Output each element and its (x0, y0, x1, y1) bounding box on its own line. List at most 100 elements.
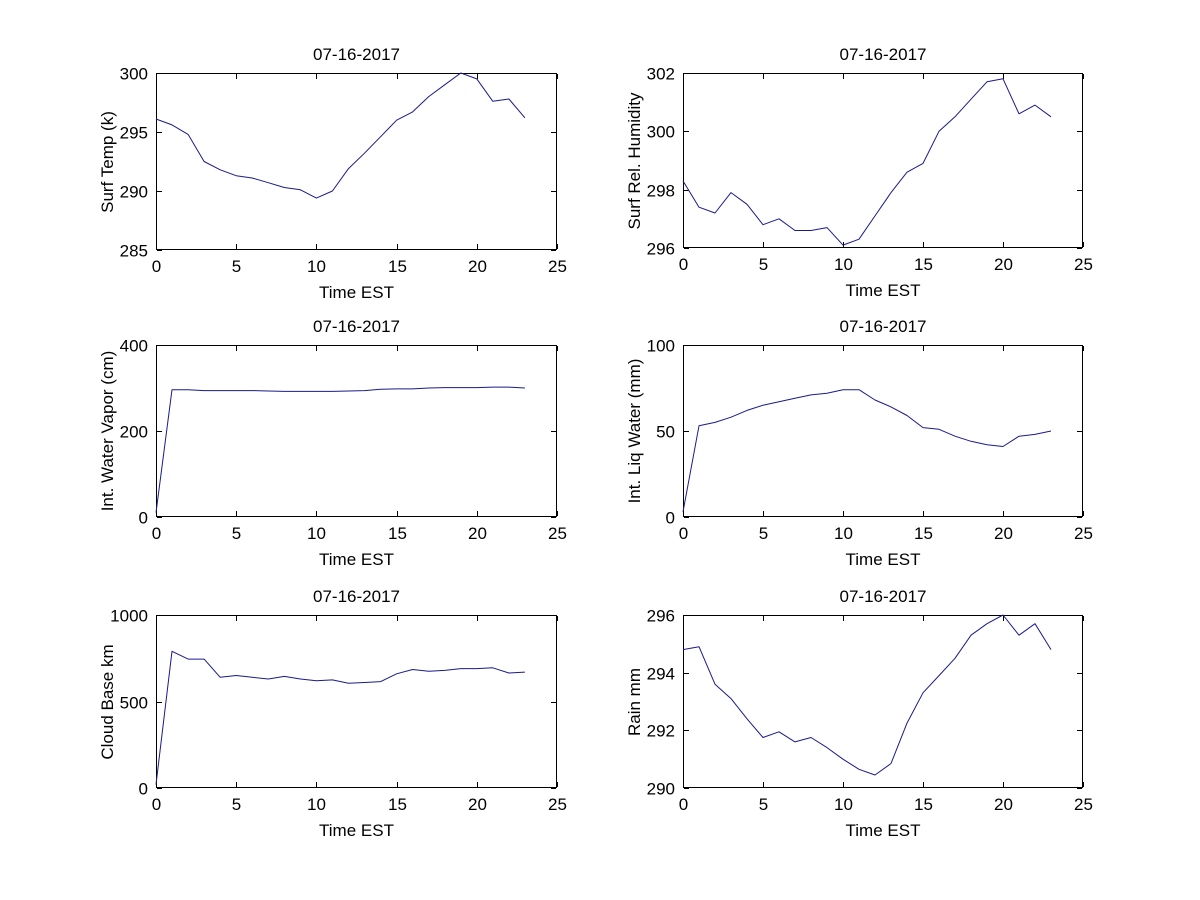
x-axis-label: Time EST (845, 550, 921, 569)
x-tick-label: 15 (388, 795, 407, 814)
x-tick-label: 10 (307, 524, 326, 543)
x-tick-label: 25 (1074, 255, 1093, 274)
x-tick-label: 0 (152, 524, 161, 543)
plot-area: 0 5 10 15 20 25 285 290 295 300 (120, 65, 567, 277)
x-tick-label: 15 (388, 257, 407, 276)
data-line (682, 614, 1052, 776)
x-tick-label: 25 (548, 795, 567, 814)
data-line (682, 78, 1052, 246)
y-axis-label: Int. Liq Water (mm) (625, 358, 644, 504)
y-tick-label: 100 (647, 337, 675, 356)
y-tick-label: 0 (666, 509, 675, 528)
y-tick-label: 296 (647, 607, 675, 626)
x-tick-label: 15 (914, 524, 933, 543)
x-tick-label: 5 (759, 524, 768, 543)
x-axis-label: Time EST (319, 550, 394, 569)
chart-title: 07-16-2017 (839, 587, 927, 606)
x-tick-label: 10 (834, 795, 853, 814)
chart-title: 07-16-2017 (839, 317, 927, 336)
chart-title: 07-16-2017 (313, 317, 400, 336)
x-tick-label: 5 (232, 795, 241, 814)
x-axis-label: Time EST (319, 821, 394, 840)
axes-box (683, 615, 1083, 788)
x-tick-label: 10 (834, 524, 853, 543)
plot-area: 0 5 10 15 20 25 0 500 1000 (110, 607, 567, 815)
x-tick-label: 20 (994, 255, 1013, 274)
y-tick-label: 0 (139, 780, 148, 799)
chart-title: 07-16-2017 (839, 45, 927, 64)
x-tick-label: 0 (152, 257, 161, 276)
x-tick-label: 10 (307, 257, 326, 276)
x-tick-label: 25 (548, 257, 567, 276)
x-axis-label: Time EST (845, 281, 921, 300)
x-tick-label: 15 (914, 795, 933, 814)
y-tick-label: 292 (647, 722, 675, 741)
x-tick-label: 0 (679, 255, 688, 274)
subplot-int-water-vapor: 07-16-2017 Int. Water Vapor (cm) 0 5 10 15 2… (98, 317, 567, 569)
y-axis-label: Cloud Base km (98, 643, 117, 760)
y-tick-label: 300 (647, 123, 675, 142)
y-tick-label: 50 (656, 423, 675, 442)
y-tick-label: 290 (647, 780, 675, 799)
y-tick-label: 400 (120, 337, 148, 356)
chart-title: 07-16-2017 (313, 587, 400, 606)
x-axis-label: Time EST (845, 821, 921, 840)
axes-box (156, 345, 557, 517)
axes-box (683, 345, 1083, 517)
subplot-cloud-base: 07-16-2017 Cloud Base km 0 5 10 15 20 25 0 500 1… (98, 587, 567, 840)
y-tick-label: 0 (139, 509, 148, 528)
y-axis-label: Surf Rel. Humidity (625, 92, 644, 229)
x-tick-label: 10 (307, 795, 326, 814)
plot-area: 0 5 10 15 20 25 0 50 100 (647, 337, 1093, 544)
subplot-rain: 07-16-2017 Rain mm 0 5 10 15 20 25 290 292 294 29… (625, 587, 1093, 840)
y-tick-label: 295 (120, 124, 148, 143)
x-tick-label: 20 (994, 524, 1013, 543)
plot-area: 0 5 10 15 20 25 0 200 400 (120, 337, 567, 544)
x-tick-label: 20 (468, 524, 487, 543)
axes-box (156, 615, 557, 788)
subplot-surf-rel-humidity: 07-16-2017 Surf Rel. Humidity 0 5 10 15 20 25… (625, 45, 1093, 300)
y-tick-label: 500 (120, 694, 148, 713)
y-tick-label: 1000 (110, 607, 148, 626)
chart-title: 07-16-2017 (313, 45, 400, 64)
data-line (155, 72, 526, 199)
x-tick-label: 15 (914, 255, 933, 274)
y-axis-label: Int. Water Vapor (cm) (98, 350, 117, 512)
x-tick-label: 0 (152, 795, 161, 814)
y-tick-label: 298 (647, 182, 675, 201)
x-tick-label: 25 (1074, 524, 1093, 543)
subplot-int-liq-water: 07-16-2017 Int. Liq Water (mm) 0 5 10 15 20 2… (625, 317, 1093, 569)
plot-area: 0 5 10 15 20 25 290 292 294 296 (647, 607, 1093, 815)
x-tick-label: 20 (994, 795, 1013, 814)
y-axis-label: Surf Temp (k) (98, 110, 117, 213)
y-tick-label: 285 (120, 242, 148, 261)
y-tick-label: 294 (647, 665, 675, 684)
x-axis-label: Time EST (319, 283, 394, 302)
x-tick-label: 15 (388, 524, 407, 543)
axes-box (156, 73, 557, 250)
axes-box (683, 73, 1083, 248)
x-tick-label: 0 (679, 795, 688, 814)
y-tick-label: 296 (647, 240, 675, 259)
y-tick-label: 290 (120, 183, 148, 202)
x-tick-label: 25 (548, 524, 567, 543)
plot-area: 0 5 10 15 20 25 296 298 300 302 (647, 65, 1093, 275)
x-tick-label: 5 (759, 795, 768, 814)
data-line (155, 386, 525, 513)
data-line (682, 389, 1052, 512)
x-tick-label: 20 (468, 257, 487, 276)
x-tick-label: 5 (232, 524, 241, 543)
subplot-surf-temp: 07-16-2017 Surf Temp (k) 0 5 10 15 20 25 285 29… (98, 45, 567, 302)
x-tick-label: 0 (679, 524, 688, 543)
y-tick-label: 300 (120, 65, 148, 84)
y-tick-label: 302 (647, 65, 675, 84)
x-tick-label: 25 (1074, 795, 1093, 814)
x-tick-label: 5 (759, 255, 768, 274)
y-axis-label: Rain mm (625, 667, 644, 736)
x-tick-label: 10 (834, 255, 853, 274)
x-tick-label: 5 (232, 257, 241, 276)
data-line (155, 650, 525, 785)
x-tick-label: 20 (468, 795, 487, 814)
y-tick-label: 200 (120, 423, 148, 442)
